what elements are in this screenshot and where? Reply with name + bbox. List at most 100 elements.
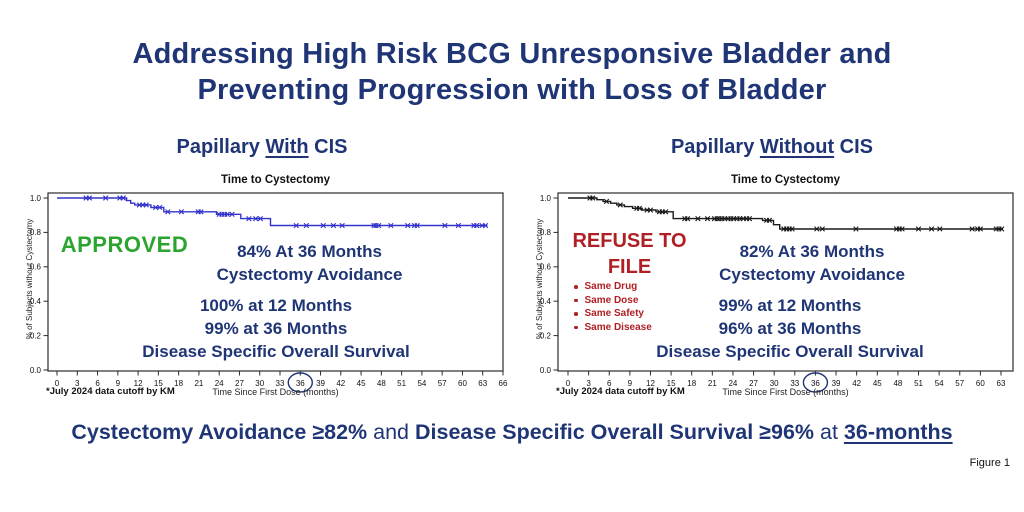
svg-text:0.0: 0.0 (30, 366, 42, 375)
svg-text:60: 60 (976, 379, 985, 388)
svg-text:27: 27 (235, 379, 244, 388)
stat-line: Cystectomy Avoidance (216, 265, 403, 284)
stat-line: 100% at 12 Months (199, 296, 353, 315)
svg-text:12: 12 (134, 379, 143, 388)
stat-line: Disease Specific Overall Survival (656, 342, 924, 361)
svg-text:30: 30 (770, 379, 779, 388)
svg-text:30: 30 (255, 379, 264, 388)
svg-text:45: 45 (357, 379, 366, 388)
x-axis-label: Time Since First Dose (months) (212, 387, 339, 397)
bullet-dot-icon (574, 325, 578, 329)
bottom-headline: Cystectomy Avoidance ≥82% and Disease Sp… (0, 420, 1024, 445)
bullet-item: Same Drug (574, 280, 652, 294)
svg-text:1.0: 1.0 (30, 194, 42, 203)
bullet-item: Same Dose (574, 294, 652, 308)
svg-text:27: 27 (749, 379, 758, 388)
km-chart-with-cis: Time to Cystectomy 1.0 0.8 0.6 0.4 0.2 0.0 0 3 6… (14, 170, 510, 410)
svg-text:0.2: 0.2 (30, 331, 42, 340)
svg-text:24: 24 (215, 379, 224, 388)
svg-text:63: 63 (997, 379, 1006, 388)
svg-text:0.6: 0.6 (30, 263, 42, 272)
plot-title: Time to Cystectomy (220, 174, 331, 186)
bullet-dot-icon (574, 298, 578, 302)
stat-line: 99% at 12 Months (718, 296, 862, 315)
svg-text:0: 0 (55, 379, 60, 388)
bullet-text: Same Dose (584, 294, 639, 306)
svg-text:54: 54 (935, 379, 944, 388)
data-cutoff-footnote: *July 2024 data cutoff by KM (46, 386, 175, 397)
figure-number-label: Figure 1 (969, 457, 1010, 469)
stat-overall-survival: 99% at 12 Months 96% at 36 Months Diseas… (620, 294, 960, 363)
stat-overall-survival: 100% at 12 Months 99% at 36 Months Disea… (106, 294, 446, 363)
bullet-item: Same Disease (574, 321, 652, 335)
svg-text:21: 21 (708, 379, 717, 388)
data-cutoff-footnote: *July 2024 data cutoff by KM (556, 386, 685, 397)
svg-text:54: 54 (417, 379, 426, 388)
km-plot-without-cis: 1.00.80.60.40.20.00 3 6 9 12 15 18 21 24 27 30 33 36… (540, 192, 1014, 393)
status-line: FILE (607, 256, 652, 278)
approved-status-label: APPROVED (60, 232, 189, 257)
stat-line: 99% at 36 Months (204, 319, 348, 338)
heading-post: CIS (834, 136, 874, 158)
plot-title: Time to Cystectomy (730, 174, 841, 186)
x-axis-label: Time Since First Dose (months) (722, 387, 849, 397)
svg-text:39: 39 (316, 379, 325, 388)
bullet-text: Same Disease (584, 321, 652, 333)
svg-text:3: 3 (586, 379, 591, 388)
svg-text:42: 42 (852, 379, 861, 388)
headline-seg: Disease Specific Overall Survival ≥96% (414, 420, 815, 444)
headline-seg: at (814, 420, 844, 444)
stat-line: Cystectomy Avoidance (719, 265, 905, 284)
svg-text:9: 9 (116, 379, 121, 388)
svg-text:57: 57 (955, 379, 964, 388)
svg-text:51: 51 (914, 379, 923, 388)
stat-cystectomy-avoidance: 84% At 36 Months Cystectomy Avoidance (202, 240, 417, 286)
svg-text:60: 60 (458, 379, 467, 388)
svg-text:57: 57 (438, 379, 447, 388)
headline-seg-underlined: 36-months (843, 420, 953, 444)
km-plot-with-cis: 1.00.80.60.40.20.00 3 6 9 12 15 18 21 24 27 30 33 36… (30, 192, 508, 393)
page-title-line2: Preventing Progression with Loss of Blad… (197, 74, 827, 106)
svg-text:15: 15 (154, 379, 163, 388)
svg-text:6: 6 (607, 379, 612, 388)
stat-line: 82% At 36 Months (739, 242, 885, 261)
heading-pre: Papillary (670, 136, 760, 158)
svg-text:36: 36 (811, 379, 820, 388)
svg-text:45: 45 (873, 379, 882, 388)
svg-text:6: 6 (95, 379, 100, 388)
svg-text:24: 24 (728, 379, 737, 388)
status-line: REFUSE TO (572, 230, 687, 252)
svg-text:33: 33 (790, 379, 799, 388)
svg-text:0.4: 0.4 (30, 297, 42, 306)
svg-text:0.8: 0.8 (540, 228, 552, 237)
svg-text:42: 42 (336, 379, 345, 388)
panel-heading-with-cis: Papillary With CIS (14, 136, 510, 159)
svg-text:1.0: 1.0 (540, 194, 552, 203)
svg-text:63: 63 (478, 379, 487, 388)
svg-text:0.8: 0.8 (30, 228, 42, 237)
page-title: Addressing High Risk BCG Unresponsive Bl… (0, 36, 1024, 108)
headline-seg: Cystectomy Avoidance ≥82% (71, 420, 368, 444)
svg-text:48: 48 (893, 379, 902, 388)
svg-text:18: 18 (174, 379, 183, 388)
stat-line: Disease Specific Overall Survival (142, 342, 410, 361)
heading-underlined-word: Without (759, 136, 835, 158)
headline-seg: and (367, 420, 415, 444)
stat-line: 96% at 36 Months (718, 319, 862, 338)
panel-heading-without-cis: Papillary Without CIS (524, 136, 1020, 159)
stat-cystectomy-avoidance: 82% At 36 Months Cystectomy Avoidance (702, 240, 922, 286)
svg-text:36: 36 (296, 379, 305, 388)
heading-pre: Papillary (176, 136, 266, 158)
svg-text:12: 12 (646, 379, 655, 388)
y-axis-label: % of Subjects without Cystectomy (535, 218, 544, 340)
svg-text:18: 18 (687, 379, 696, 388)
bullet-item: Same Safety (574, 307, 652, 321)
svg-text:66: 66 (499, 379, 508, 388)
svg-text:15: 15 (667, 379, 676, 388)
refuse-to-file-status-label: REFUSE TO FILE (552, 228, 707, 280)
svg-text:0.2: 0.2 (540, 331, 552, 340)
svg-text:48: 48 (377, 379, 386, 388)
page-title-line1: Addressing High Risk BCG Unresponsive Bl… (132, 38, 892, 70)
bullet-text: Same Drug (584, 281, 638, 292)
bullet-text: Same Safety (584, 308, 644, 319)
